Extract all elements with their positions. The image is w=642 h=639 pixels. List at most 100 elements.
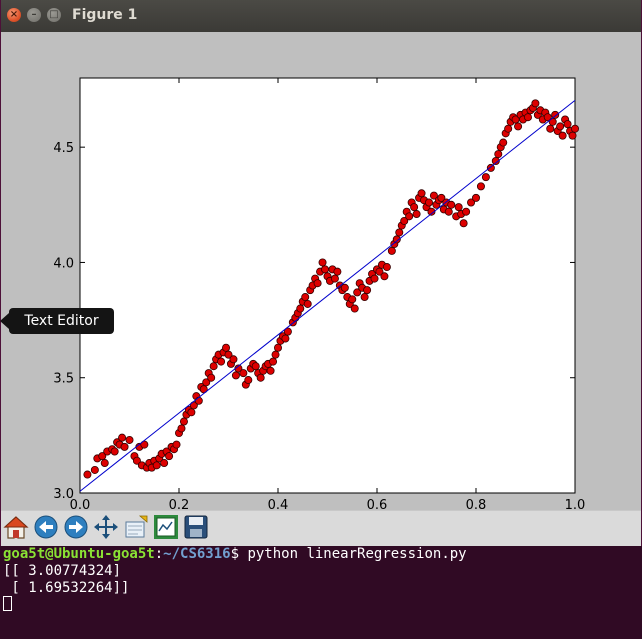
terminal-command: python linearRegression.py [247, 546, 467, 562]
x-tick-label: 1.0 [565, 498, 586, 510]
configure-subplots-button[interactable] [153, 514, 179, 540]
data-point [209, 362, 218, 371]
y-tick-label: 3.5 [53, 372, 74, 387]
data-point [387, 246, 396, 255]
data-point [546, 124, 555, 133]
plot-area [79, 77, 576, 494]
y-tick-label: 4.5 [53, 141, 74, 156]
data-point [330, 274, 339, 283]
data-point [437, 193, 446, 202]
floppy-icon [184, 515, 208, 539]
data-point [231, 371, 240, 380]
data-point [424, 198, 433, 207]
data-point [202, 378, 211, 387]
data-point [83, 470, 92, 479]
data-point [224, 350, 233, 359]
data-point [417, 189, 426, 198]
data-point [251, 362, 260, 371]
data-point [313, 279, 322, 288]
data-point [392, 235, 401, 244]
tooltip-arrow [0, 313, 9, 329]
data-point [400, 216, 409, 225]
home-icon [3, 516, 29, 539]
data-point [375, 267, 384, 276]
data-point [132, 456, 141, 465]
data-point [499, 138, 508, 147]
arrow-right-icon [64, 515, 88, 539]
y-tick-label: 3.0 [53, 487, 74, 502]
data-point [494, 150, 503, 159]
x-tick-label: 0.2 [169, 498, 190, 510]
pan-button[interactable] [93, 514, 119, 540]
forward-button[interactable] [63, 514, 89, 540]
data-point [273, 343, 282, 352]
data-point [382, 263, 391, 272]
data-point [187, 408, 196, 417]
data-point [177, 424, 186, 433]
data-point [556, 122, 565, 131]
data-point [199, 385, 208, 394]
data-point [380, 272, 389, 281]
data-point [410, 203, 419, 212]
data-point [459, 219, 468, 228]
data-point [340, 283, 349, 292]
data-point [551, 110, 560, 119]
data-point [207, 373, 216, 382]
y-tick-label: 4.0 [53, 256, 74, 271]
data-point [269, 357, 278, 366]
data-point [481, 173, 490, 182]
window-title: Figure 1 [72, 7, 138, 23]
data-point [321, 265, 330, 274]
data-point [471, 193, 480, 202]
data-point [476, 182, 485, 191]
data-point [412, 210, 421, 219]
save-button[interactable] [183, 514, 209, 540]
data-point [353, 288, 362, 297]
data-point [90, 465, 99, 474]
data-point [100, 459, 109, 468]
terminal-output-line: [[ 3.00774324] [3, 563, 122, 579]
figure-canvas[interactable]: 0.0 0.2 0.4 0.6 0.8 1.0 3.0 3.5 4.0 4.5 [1, 32, 641, 510]
x-tick-label: 0.8 [466, 498, 487, 510]
title-bar[interactable]: × – □ Figure 1 [1, 0, 641, 32]
minimize-button[interactable]: – [27, 8, 41, 22]
terminal-cursor [3, 596, 12, 611]
data-point [531, 99, 540, 108]
data-point [165, 452, 174, 461]
subplots-icon [154, 515, 178, 539]
data-point [563, 120, 572, 129]
data-point [405, 212, 414, 221]
data-point [491, 157, 500, 166]
data-point [229, 355, 238, 364]
data-point [486, 163, 495, 172]
home-button[interactable] [3, 514, 29, 540]
data-point [239, 369, 248, 378]
data-point [350, 304, 359, 313]
data-point [360, 293, 369, 302]
data-point [281, 334, 290, 343]
data-point [462, 207, 471, 216]
data-point [303, 299, 312, 308]
data-point [427, 207, 436, 216]
back-button[interactable] [33, 514, 59, 540]
data-point [333, 267, 342, 276]
data-point [318, 258, 327, 267]
data-point [568, 131, 577, 140]
close-button[interactable]: × [7, 8, 21, 22]
prompt-separator: : [154, 546, 164, 562]
data-point [172, 440, 181, 449]
data-point [222, 343, 231, 352]
figure-window: × – □ Figure 1 0.0 0.2 0.4 0.6 0.8 1.0 3.0 3.5 4… [0, 0, 642, 547]
regression-line [79, 99, 576, 492]
terminal[interactable]: goa5t@Ubuntu-goa5t:~/CS6316$ python line… [0, 546, 642, 639]
maximize-button[interactable]: □ [47, 8, 61, 22]
data-point [283, 327, 292, 336]
data-point [447, 200, 456, 209]
zoom-button[interactable] [123, 514, 149, 540]
data-point [160, 459, 169, 468]
data-point [271, 350, 280, 359]
x-tick-label: 0.4 [268, 498, 289, 510]
data-point [504, 124, 513, 133]
data-point [179, 417, 188, 426]
data-point [244, 376, 253, 385]
